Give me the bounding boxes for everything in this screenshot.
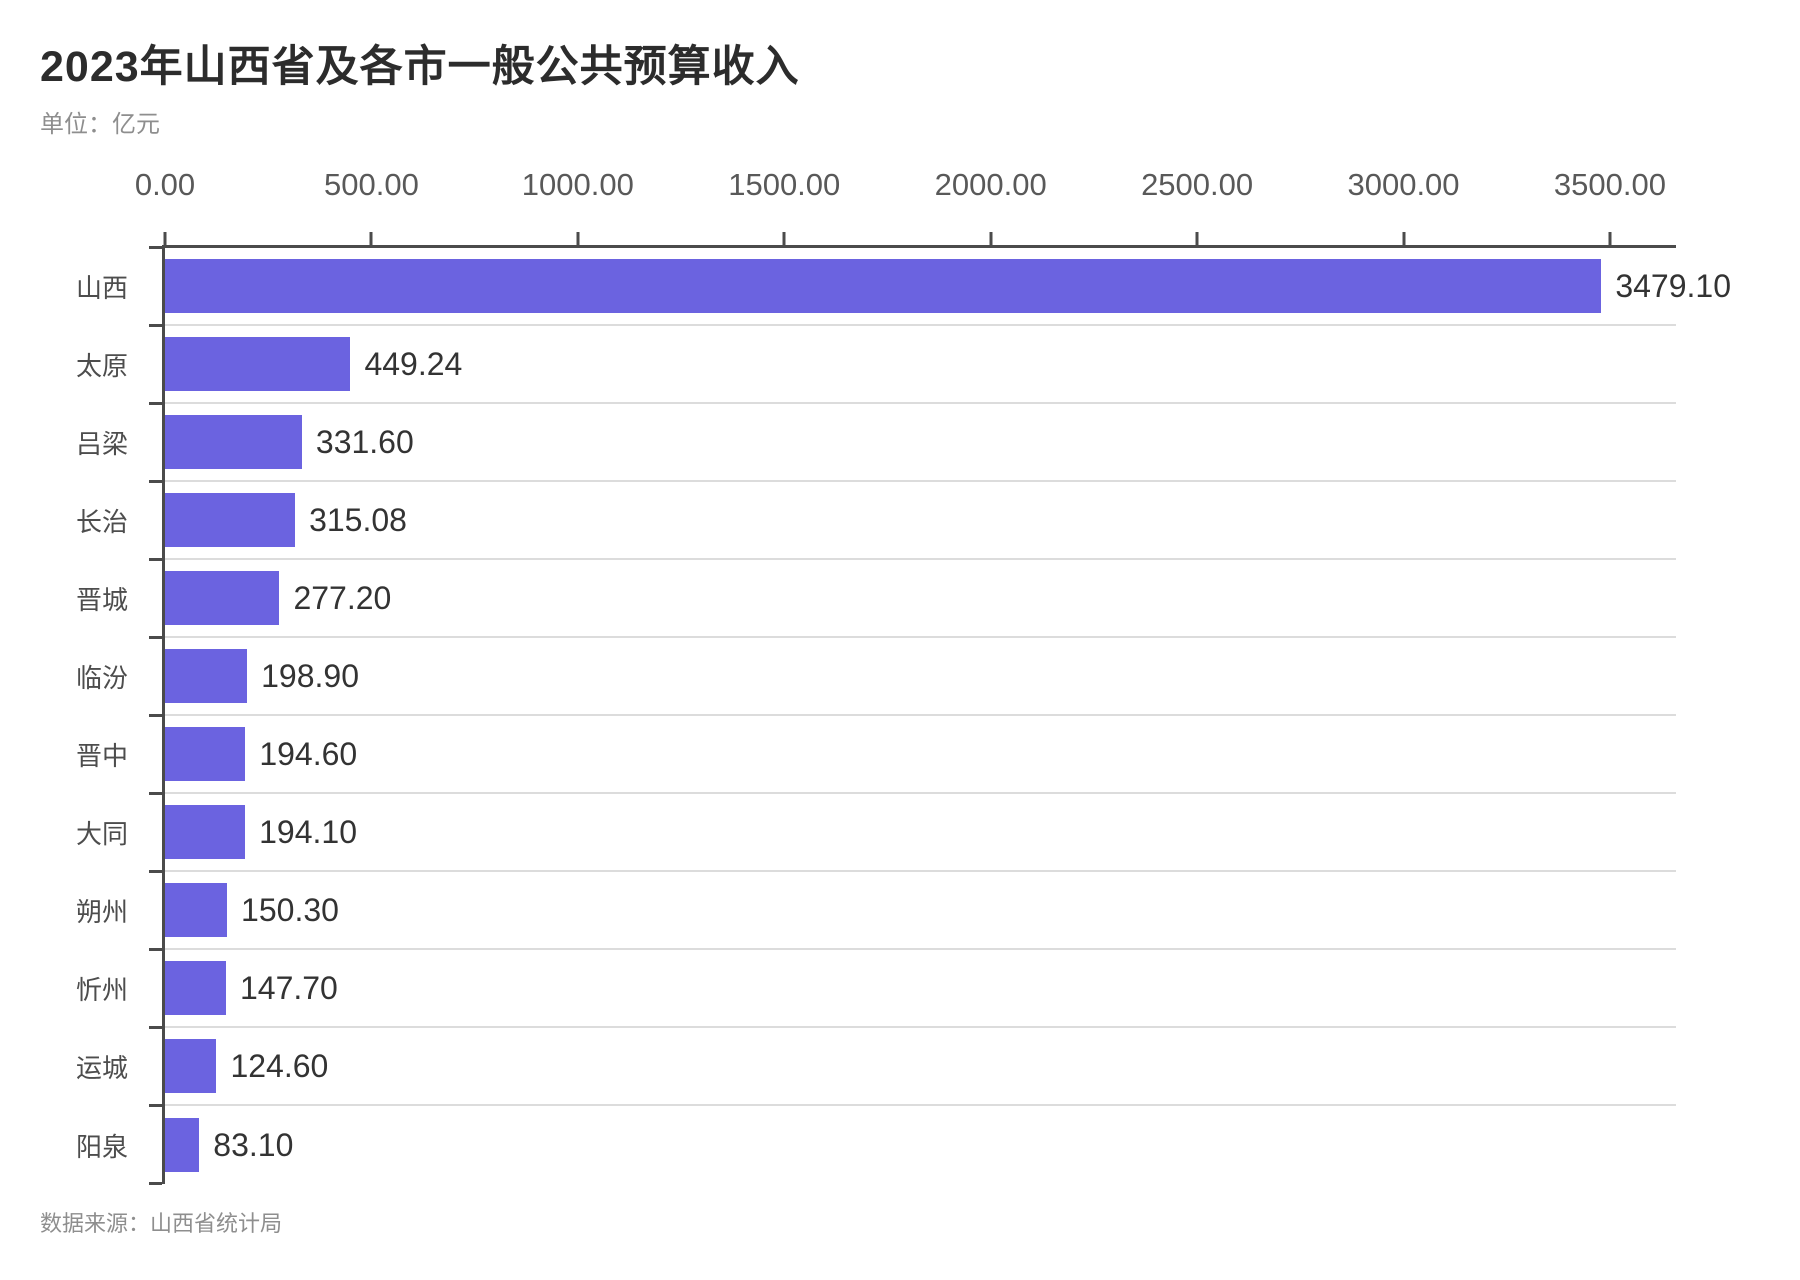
x-tick-label: 1500.00 [728,167,841,203]
bar-row: 山西 3479.10 [76,248,1731,327]
bar-row: 晋城 277.20 [76,560,1676,639]
data-source: 数据来源：山西省统计局 [40,1211,283,1237]
bar-chart: 0.00 500.00 1000.00 1500.00 2000.00 2500.00 30… [40,140,1760,1185]
bar[interactable] [165,493,296,548]
value-label: 147.70 [239,969,338,1006]
y-tick-mark [149,1181,162,1185]
value-label: 315.08 [309,501,407,538]
bar[interactable] [165,649,248,704]
x-tick-mark [576,232,580,246]
category-label: 太原 [75,350,128,381]
y-tick-mark [149,713,162,717]
x-tick-label: 1000.00 [521,167,634,203]
y-tick-mark [149,947,162,951]
y-tick-mark [149,635,162,639]
bar[interactable] [165,1039,217,1094]
value-label: 331.60 [315,423,414,460]
category-label: 朔州 [75,896,128,927]
bar[interactable] [165,571,280,626]
value-label: 449.24 [364,345,463,382]
bar-row: 晋中 194.60 [76,716,1676,795]
x-tick-label: 500.00 [323,167,419,203]
x-tick-label: 2000.00 [934,167,1047,203]
x-tick-mark [1402,232,1406,246]
value-label: 277.20 [293,579,392,616]
y-tick-mark [149,323,162,327]
category-label: 长治 [75,506,128,537]
category-label: 晋中 [75,740,128,771]
bar-row: 忻州 147.70 [76,950,1676,1029]
value-label: 194.60 [259,735,358,772]
x-tick-mark [1608,232,1612,246]
x-tick-label: 3000.00 [1347,167,1460,203]
category-label: 山西 [75,272,128,303]
bar-row: 阳泉 83.10 [76,1106,1676,1184]
value-label: 150.30 [241,891,339,928]
y-tick-mark [149,1103,162,1107]
y-tick-mark [149,245,162,249]
x-tick-mark [782,232,786,246]
category-label: 晋城 [75,584,128,615]
bar-row: 长治 315.08 [76,482,1676,561]
y-tick-mark [149,479,162,483]
bar[interactable] [165,805,246,860]
y-tick-mark [149,791,162,795]
x-axis: 0.00 500.00 1000.00 1500.00 2000.00 2500.00 30… [135,140,1676,245]
category-label: 运城 [75,1052,128,1083]
x-tick-mark [1195,232,1199,246]
chart-page: 2023年山西省及各市一般公共预算收入 单位：亿元 0.00 500.00 1000… [40,43,1760,1237]
category-label: 大同 [75,818,128,849]
y-tick-mark [149,557,162,561]
y-tick-mark [149,1025,162,1029]
chart-title: 2023年山西省及各市一般公共预算收入 [40,43,800,91]
category-label: 临汾 [75,662,128,693]
bar-row: 临汾 198.90 [76,638,1676,717]
value-label: 194.10 [259,813,357,850]
bar[interactable] [165,337,351,392]
x-tick-mark [163,232,167,246]
bar-row: 大同 194.10 [76,794,1676,873]
bar-row: 吕梁 331.60 [76,404,1676,483]
x-tick-mark [369,232,373,246]
y-axis-line [162,245,165,1185]
value-label: 124.60 [230,1047,329,1084]
category-label: 吕梁 [75,428,128,459]
x-tick-label: 0.00 [134,167,196,203]
category-label: 阳泉 [75,1131,128,1162]
bar-row: 运城 124.60 [76,1028,1676,1107]
value-label: 3479.10 [1615,267,1731,304]
y-tick-mark [149,401,162,405]
bar-row: 朔州 150.30 [76,872,1676,951]
x-axis-line [162,245,1676,249]
x-tick-mark [989,232,993,246]
bar-row: 太原 449.24 [76,326,1676,405]
bar[interactable] [165,883,228,938]
plot-area: 山西 3479.10 太原 449.24 吕梁 331.60 长治 315.08 晋城 277.2… [76,232,1731,1185]
bar[interactable] [165,961,226,1016]
value-label: 83.10 [213,1126,294,1163]
value-label: 198.90 [261,657,359,694]
category-label: 忻州 [75,974,128,1005]
x-tick-label: 3500.00 [1553,167,1666,203]
bar[interactable] [165,727,246,782]
x-tick-label: 2500.00 [1141,167,1254,203]
bar[interactable] [165,259,1602,314]
bar[interactable] [165,1118,200,1173]
y-tick-mark [149,869,162,873]
bar[interactable] [165,415,302,470]
unit-label: 单位：亿元 [40,111,160,139]
